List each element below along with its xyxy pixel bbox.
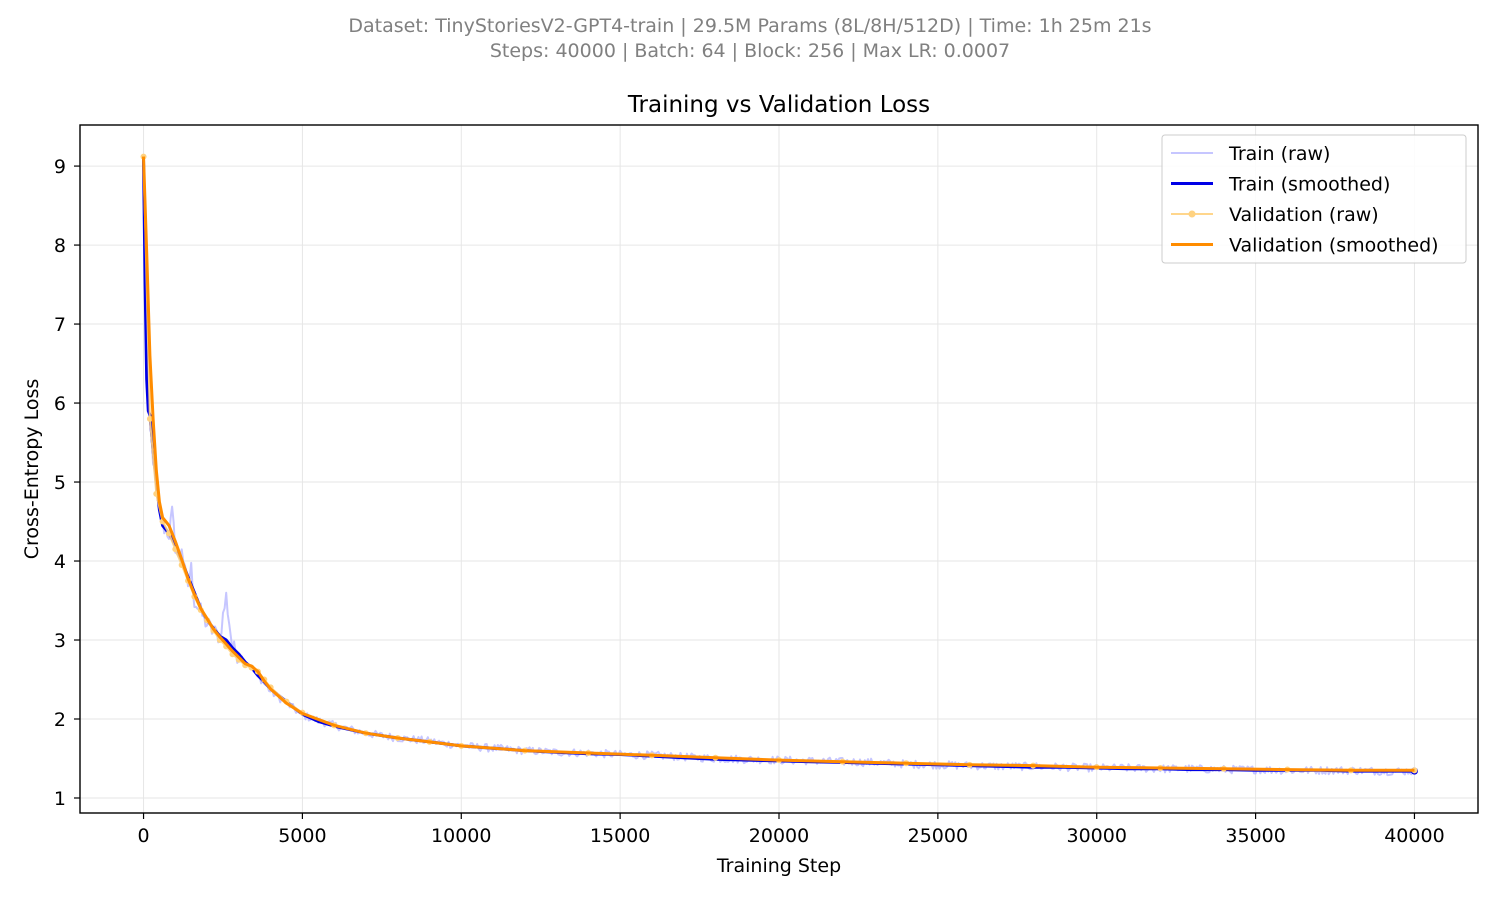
x-tick-label: 30000 [1067, 825, 1127, 847]
y-tick-label: 6 [54, 393, 66, 415]
y-tick-label: 9 [54, 156, 66, 178]
legend-label-train-smoothed: Train (smoothed) [1228, 174, 1390, 196]
legend-box [1161, 134, 1467, 264]
x-tick-label: 0 [137, 825, 149, 847]
y-axis-label: Cross-Entropy Loss [21, 379, 43, 559]
y-tick-label: 7 [54, 314, 66, 336]
chart-title: Training vs Validation Loss [627, 92, 930, 118]
ticks: 0 5000 10000 15000 20000 25000 30000 35000 40000… [54, 156, 1445, 847]
y-tick-label: 5 [54, 472, 66, 494]
chart-subtitle-line-2: Steps: 40000 | Batch: 64 | Block: 256 | … [489, 40, 1011, 62]
x-tick-label: 10000 [431, 825, 491, 847]
series-line-validation-smoothed [142, 156, 1415, 772]
legend-label-train-raw: Train (raw) [1228, 143, 1330, 165]
series-layer [140, 153, 1418, 777]
x-tick-label: 25000 [908, 825, 968, 847]
y-tick-label: 1 [54, 788, 66, 810]
chart-subtitle-line-1: Dataset: TinyStoriesV2-GPT4-train | 29.5… [348, 15, 1152, 37]
y-tick-label: 4 [54, 551, 66, 573]
x-axis-label: Training Step [716, 855, 841, 877]
y-tick-label: 2 [54, 709, 66, 731]
x-tick-label: 5000 [278, 825, 326, 847]
x-tick-label: 35000 [1225, 825, 1285, 847]
x-tick-label: 15000 [590, 825, 650, 847]
x-tick-label: 20000 [749, 825, 809, 847]
legend-label-validation-raw: Validation (raw) [1229, 204, 1379, 226]
y-tick-label: 8 [54, 235, 66, 257]
y-tick-label: 3 [54, 630, 66, 652]
legend-label-validation-smoothed: Validation (smoothed) [1229, 235, 1439, 257]
legend-marker-validation-raw [1188, 210, 1196, 218]
validation-raw-point [146, 415, 153, 422]
legend: Train (raw) Train (smoothed) Validation (r… [1161, 134, 1467, 264]
x-tick-label: 40000 [1384, 825, 1444, 847]
